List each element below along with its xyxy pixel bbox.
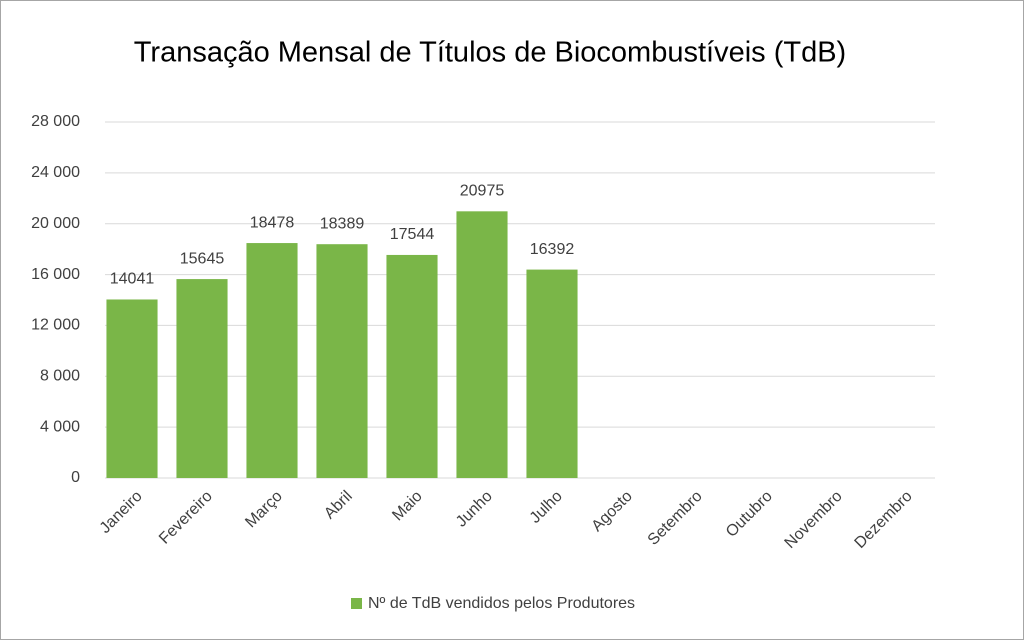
data-label: 18389 [320,215,365,232]
data-label: 14041 [110,271,155,288]
y-tick-label: 16 000 [31,266,80,283]
data-label: 20975 [460,183,505,200]
bar [386,254,438,478]
y-tick-label: 0 [71,469,80,486]
y-tick-label: 24 000 [31,164,80,181]
data-label: 18478 [250,214,295,231]
legend-swatch [351,598,362,609]
bar [176,279,228,478]
bar [526,269,578,478]
data-label: 16392 [530,241,575,258]
data-label: 17544 [390,226,435,243]
y-tick-label: 12 000 [31,317,80,334]
y-tick-label: 4 000 [40,418,80,435]
legend-label: Nº de TdB vendidos pelos Produtores [368,595,635,612]
bar [246,243,298,478]
y-tick-label: 28 000 [31,113,80,130]
bar [456,211,508,478]
bar [106,299,158,478]
bar [316,244,368,478]
data-label: 15645 [180,250,225,267]
y-tick-label: 20 000 [31,215,80,232]
chart-title: Transação Mensal de Títulos de Biocombus… [134,37,846,69]
y-tick-label: 8 000 [40,368,80,385]
